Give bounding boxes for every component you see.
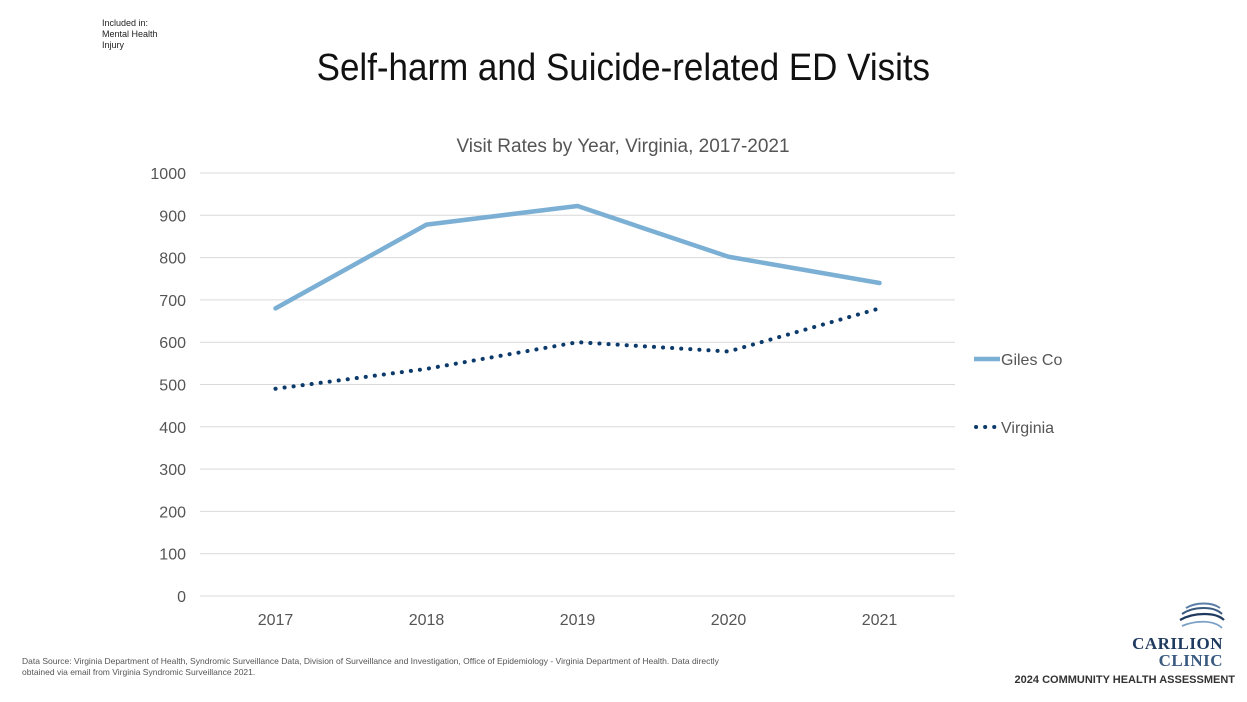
y-tick-label: 400: [159, 420, 186, 437]
logo-swoosh-icon: [1179, 602, 1225, 629]
y-tick-label: 100: [159, 547, 186, 564]
included-item-injury: Injury: [102, 40, 125, 50]
line-chart: Visit Rates by Year, Virginia, 2017-2021…: [150, 136, 1062, 629]
x-tick-label: 2021: [862, 612, 898, 629]
y-tick-label: 500: [159, 378, 186, 395]
x-tick-label: 2019: [560, 612, 596, 629]
legend-label-virginia: Virginia: [1001, 420, 1054, 437]
data-source-footnote: Data Source: Virginia Department of Heal…: [22, 656, 922, 678]
y-tick-label: 0: [177, 589, 186, 606]
included-in-note: Included in: Mental Health Injury: [102, 18, 158, 51]
legend-label-giles-co: Giles Co: [1001, 352, 1062, 369]
x-tick-label: 2018: [409, 612, 445, 629]
included-item-mental-health: Mental Health: [102, 29, 158, 39]
y-tick-label: 1000: [150, 166, 186, 183]
y-tick-label: 600: [159, 335, 186, 352]
logo-word-carilion: CARILION: [1132, 634, 1223, 653]
gridlines: [200, 172, 955, 597]
y-axis-ticks: 0 100 200 300 400 500 600 700 800 900 1000: [150, 166, 186, 606]
y-tick-label: 300: [159, 462, 186, 479]
included-heading: Included in:: [102, 18, 149, 28]
series-line-virginia: [273, 306, 882, 391]
series-layer: [273, 203, 882, 391]
footnote-line-2: obtained via email from Virginia Syndrom…: [22, 667, 256, 677]
y-tick-label: 800: [159, 251, 186, 268]
x-tick-label: 2017: [258, 612, 294, 629]
x-axis-ticks: 2017 2018 2019 2020 2021: [258, 612, 898, 629]
footnote-line-1: Data Source: Virginia Department of Heal…: [22, 656, 719, 666]
chart-title: Visit Rates by Year, Virginia, 2017-2021: [456, 136, 789, 157]
legend: Giles Co Virginia: [974, 352, 1062, 437]
y-tick-label: 200: [159, 504, 186, 521]
x-tick-label: 2020: [711, 612, 747, 629]
assessment-label: 2024 COMMUNITY HEALTH ASSESSMENT: [1014, 674, 1235, 686]
carilion-clinic-logo: CARILION CLINIC: [1120, 600, 1235, 670]
slide-title-text: Self-harm and Suicide-related ED Visits: [316, 47, 931, 89]
logo-word-clinic: CLINIC: [1158, 651, 1223, 670]
y-tick-label: 900: [159, 208, 186, 225]
y-tick-label: 700: [159, 293, 186, 310]
slide-title: Self-harm and Suicide-related ED Visits: [0, 47, 1247, 90]
